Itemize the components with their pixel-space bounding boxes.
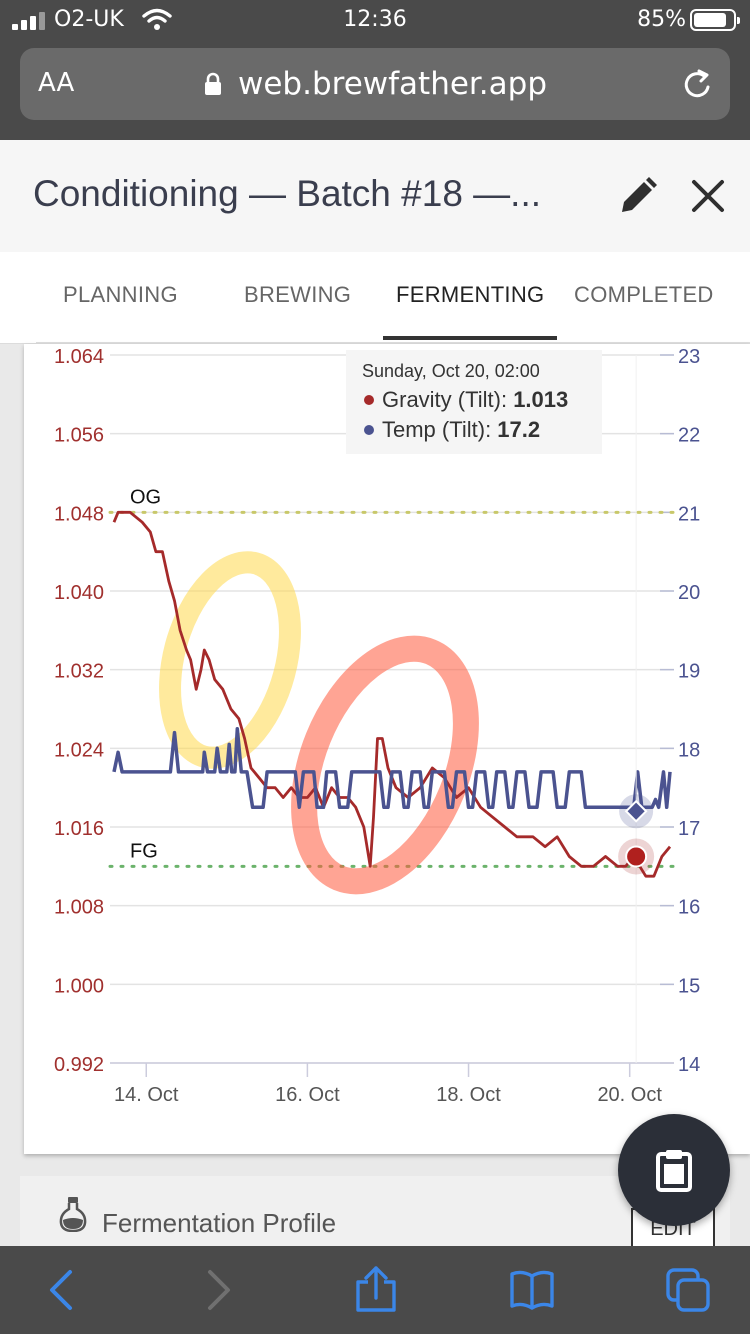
- tabs-icon[interactable]: [664, 1266, 712, 1314]
- tooltip-temp-value: 17.2: [497, 417, 540, 442]
- back-chevron-icon[interactable]: [38, 1266, 86, 1314]
- address-bar[interactable]: AA web.brewfather.app: [20, 48, 730, 120]
- battery-nub: [737, 17, 740, 24]
- x-axis-tick-label: 16. Oct: [275, 1084, 340, 1106]
- fermentation-chart[interactable]: OG FG 1.064 1.056 1.048 1.040 1.032 1.024 1.016…: [24, 344, 750, 1154]
- left-axis-tick-label: 1.024: [54, 739, 104, 761]
- temp-series-line: [112, 726, 672, 810]
- tooltip-temp-dot: [364, 425, 374, 435]
- forward-chevron-icon[interactable]: [194, 1266, 242, 1314]
- battery-icon: [690, 9, 740, 31]
- tab-fermenting[interactable]: FERMENTING: [396, 282, 545, 307]
- tooltip-temp-label: Temp (Tilt):: [382, 417, 497, 442]
- tooltip-gravity-row: Gravity (Tilt): 1.013: [382, 387, 568, 412]
- page-title: Conditioning — Batch #18 —...: [33, 173, 542, 214]
- right-axis-tick-label: 19: [678, 661, 700, 683]
- tooltip-date: Sunday, Oct 20, 02:00: [362, 361, 540, 381]
- browser-toolbar: [0, 1246, 750, 1334]
- tab-brewing[interactable]: BREWING: [244, 282, 352, 307]
- chart-tooltip: Sunday, Oct 20, 02:00 Gravity (Tilt): 1.…: [346, 350, 602, 454]
- fermentation-chart-card: OG FG 1.064 1.056 1.048 1.040 1.032 1.024 1.016…: [24, 344, 750, 1154]
- left-axis-tick-label: 1.016: [54, 818, 104, 840]
- left-axis-tick-label: 1.032: [54, 661, 104, 683]
- red-highlight-circle: [291, 635, 479, 895]
- status-bar: O2-UK 12:36 85%: [0, 0, 750, 40]
- right-axis-tick-label: 21: [678, 503, 700, 525]
- reload-icon[interactable]: [680, 67, 716, 103]
- tooltip-background: [346, 350, 602, 454]
- left-axis-tick-label: 1.064: [54, 346, 104, 368]
- annotation-layer: [159, 551, 479, 895]
- clipboard-fab-button[interactable]: [618, 1114, 730, 1226]
- battery-percent: 85%: [637, 7, 686, 32]
- series-layer: [112, 510, 672, 878]
- x-axis-tick-label: 20. Oct: [597, 1084, 662, 1106]
- tooltip-temp-row: Temp (Tilt): 17.2: [382, 417, 540, 442]
- tooltip-gravity-label: Gravity (Tilt):: [382, 387, 513, 412]
- wifi-icon: [142, 8, 172, 30]
- hover-marker-layer: [618, 355, 655, 1063]
- left-axis-tick-label: 1.008: [54, 897, 104, 919]
- app-header: Conditioning — Batch #18 —...: [0, 140, 750, 252]
- right-axis-tick-label: 17: [678, 818, 700, 840]
- right-axis-tick-label: 22: [678, 425, 700, 447]
- clock-time: 12:36: [343, 7, 407, 32]
- left-axis-tick-label: 1.040: [54, 582, 104, 604]
- battery-fill: [694, 13, 726, 27]
- tab-completed[interactable]: COMPLETED: [574, 282, 714, 307]
- text-size-button[interactable]: AA: [38, 68, 75, 98]
- left-axis-tick-label: 0.992: [54, 1054, 104, 1076]
- tab-divider: [36, 342, 750, 343]
- right-axis-tick-label: 14: [678, 1054, 700, 1076]
- right-axis-tick-label: 20: [678, 582, 700, 604]
- fermentation-profile-title: Fermentation Profile: [102, 1208, 337, 1238]
- right-axis-tick-label: 18: [678, 739, 700, 761]
- grid-layer: [110, 354, 674, 1077]
- share-icon[interactable]: [352, 1266, 400, 1314]
- right-axis-tick-label: 16: [678, 897, 700, 919]
- gravity-hover-point: [625, 845, 648, 868]
- fermentation-profile-section: Fermentation Profile EDIT: [20, 1176, 730, 1248]
- left-axis-tick-label: 1.048: [54, 503, 104, 525]
- pencil-icon[interactable]: [616, 174, 660, 218]
- carrier-name: O2-UK: [54, 7, 124, 32]
- close-icon[interactable]: [686, 174, 730, 218]
- active-tab-indicator: [383, 336, 557, 340]
- batch-tabs: PLANNING BREWING FERMENTING COMPLETED: [0, 252, 750, 344]
- x-axis-labels: 14. Oct 16. Oct 18. Oct 20. Oct: [114, 1084, 662, 1106]
- gravity-series-line: [112, 510, 672, 878]
- x-axis-tick-label: 18. Oct: [436, 1084, 501, 1106]
- clipboard-icon: [656, 1150, 692, 1192]
- url-text[interactable]: web.brewfather.app: [238, 66, 548, 102]
- x-axis-tick-label: 14. Oct: [114, 1084, 179, 1106]
- flask-icon: [59, 1197, 87, 1232]
- left-axis-tick-label: 1.056: [54, 425, 104, 447]
- reference-label-og: OG: [130, 486, 161, 508]
- left-axis-labels: 1.064 1.056 1.048 1.040 1.032 1.024 1.016 1.008…: [54, 346, 104, 1076]
- book-icon[interactable]: [508, 1266, 556, 1314]
- right-axis-labels: 23 22 21 20 19 18 17 16 15 14: [678, 346, 700, 1076]
- temp-hover-point: [624, 799, 648, 823]
- lock-icon: [205, 72, 221, 95]
- tooltip-gravity-dot: [364, 395, 374, 405]
- signal-bars-icon: [12, 12, 45, 30]
- tab-planning[interactable]: PLANNING: [63, 282, 178, 307]
- reference-lines-layer: OG FG: [108, 486, 676, 868]
- reference-label-fg: FG: [130, 840, 158, 862]
- right-axis-tick-label: 15: [678, 975, 700, 997]
- browser-chrome: AA web.brewfather.app: [0, 40, 750, 140]
- left-axis-tick-label: 1.000: [54, 975, 104, 997]
- right-axis-tick-label: 23: [678, 346, 700, 368]
- tooltip-gravity-value: 1.013: [513, 387, 568, 412]
